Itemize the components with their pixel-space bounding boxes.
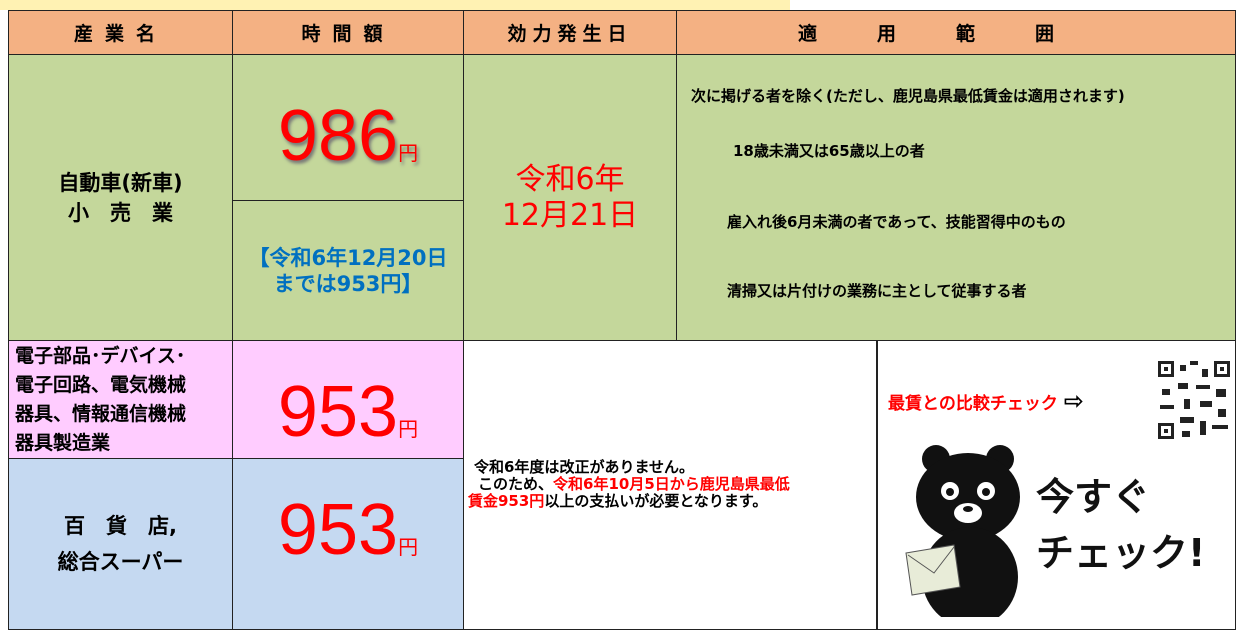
notice-cell: 令和6年度は改正がありません。 このため、令和6年10月5日から鹿児島県最低 賃…	[463, 340, 877, 630]
bear-icon	[905, 445, 1020, 617]
text: 18歳未満又は65歳以上の者	[733, 142, 925, 160]
text: 令和6年10月5日から鹿児島県最低	[553, 475, 790, 493]
text: チェック!	[1036, 531, 1206, 575]
text: 次に掲げる者を除く(ただし、鹿児島県最低賃金は適用されます)	[691, 87, 1125, 105]
qr-code[interactable]	[1156, 359, 1232, 441]
arrow: ⇨	[1063, 387, 1084, 415]
industry-cell: 百 貨 店, 総合スーパー	[8, 458, 233, 630]
banner: 今すぐチェック!	[1036, 469, 1205, 581]
text: 器具製造業	[15, 431, 111, 454]
amount-cell: 953 円	[232, 340, 464, 459]
amount: 953	[277, 372, 399, 452]
scope-cell: 次に掲げる者を除く(ただし、鹿児島県最低賃金は適用されます) 18歳未満又は65…	[676, 54, 1236, 341]
header-cell: 産業名	[8, 10, 233, 55]
text: 令和6年	[515, 161, 625, 197]
text: までは953円】	[273, 271, 423, 296]
text: 令和6年度は改正がありません。	[474, 458, 694, 476]
text: 【令和6年12月20日	[248, 245, 448, 270]
amount-cell: 953 円	[232, 458, 464, 630]
text: 器具、情報通信機械	[15, 402, 187, 425]
effective-cell: 令和6年 12月21日	[463, 54, 677, 341]
text: 総合スーパー	[57, 550, 184, 574]
unit: 円	[398, 143, 419, 165]
unit: 円	[398, 419, 419, 441]
header-cell: 適用範囲	[676, 10, 1236, 55]
text: 12月21日	[501, 197, 639, 233]
text: 今すぐ	[1036, 475, 1151, 519]
top-strip	[0, 0, 790, 10]
header-cell: 効力発生日	[463, 10, 677, 55]
text: このため、	[478, 475, 554, 493]
amount: 986	[277, 96, 399, 176]
text: 小 売 業	[68, 200, 173, 225]
text: 清掃又は片付けの業務に主として従事する者	[727, 282, 1027, 300]
text: 雇入れ後6月未満の者であって、技能習得中のもの	[727, 213, 1066, 231]
text: 自動車(新車)	[58, 170, 183, 195]
check-label[interactable]: 最賃との比較チェック	[888, 394, 1058, 414]
text: 百 貨 店,	[64, 514, 177, 538]
check-cell[interactable]: 最賃との比較チェック ⇨ 今すぐチェック!	[876, 340, 1236, 630]
amount: 953	[277, 490, 399, 570]
header-cell: 時間額	[232, 10, 464, 55]
text: 電子回路、電気機械	[15, 373, 187, 396]
note-cell: 【令和6年12月20日 までは953円】	[232, 200, 464, 341]
text: 電子部品･デバイス･	[15, 344, 186, 367]
industry-cell: 電子部品･デバイス･ 電子回路、電気機械 器具、情報通信機械 器具製造業	[8, 340, 233, 459]
text: 以上の支払いが必要となります。	[544, 492, 768, 510]
amount-cell: 986 円	[232, 54, 464, 201]
unit: 円	[398, 537, 419, 559]
industry-cell: 自動車(新車) 小 売 業	[8, 54, 233, 341]
text: 賃金953円	[468, 492, 545, 510]
